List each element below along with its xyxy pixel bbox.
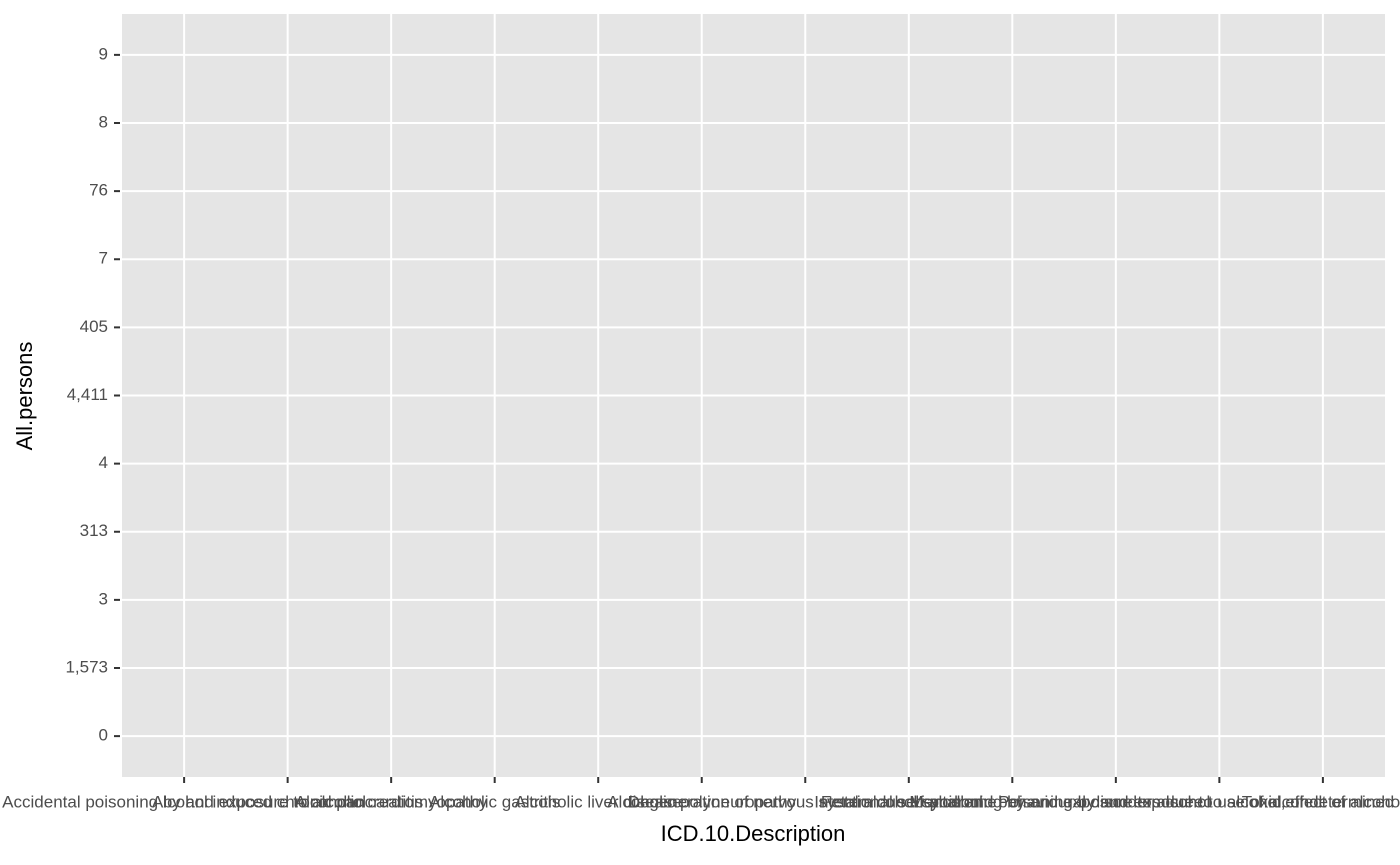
x-tick-label: Accidental poisoning by and exposure to … xyxy=(2,792,366,811)
y-tick-label: 7 xyxy=(99,249,108,268)
x-tick-label: Toxic effect of alcohol xyxy=(1242,792,1400,811)
x-tick-label: Alcohol induced chronic pancreatitis xyxy=(152,792,423,811)
y-tick-label: 3 xyxy=(99,589,108,608)
x-tick-label: Degeneration of nervous system due to al… xyxy=(628,792,983,811)
x-tick-label: Alcoholic liver disease xyxy=(515,792,682,811)
x-tick-label: Fetal alcohol syndrome xyxy=(821,792,997,811)
x-tick-label: Alcoholic cardiomyopathy xyxy=(295,792,488,811)
y-tick-label: 4,411 xyxy=(67,385,108,404)
y-tick-label: 1,573 xyxy=(65,657,108,676)
y-tick-label: 313 xyxy=(80,521,108,540)
x-tick-label: Mental and behavioural disorders due to … xyxy=(909,792,1322,811)
y-tick-label: 405 xyxy=(80,317,108,336)
y-tick-label: 8 xyxy=(99,112,108,131)
x-tick-label: Alcoholic polyneuropathy xyxy=(607,792,797,811)
y-tick-label: 9 xyxy=(99,44,108,63)
y-tick-label: 76 xyxy=(89,181,108,200)
x-tick-label: Alcoholic gastritis xyxy=(429,792,560,811)
y-tick-label: 0 xyxy=(99,726,108,745)
x-axis-title: ICD.10.Description xyxy=(661,821,846,846)
y-axis-title: All.persons xyxy=(12,342,37,451)
y-tick-label: 4 xyxy=(99,453,108,472)
x-tick-label: Intentional self-poisoning by and exposu… xyxy=(814,792,1210,811)
x-tick-label: Poisoning by and exposure to alcohol, un… xyxy=(998,792,1400,811)
